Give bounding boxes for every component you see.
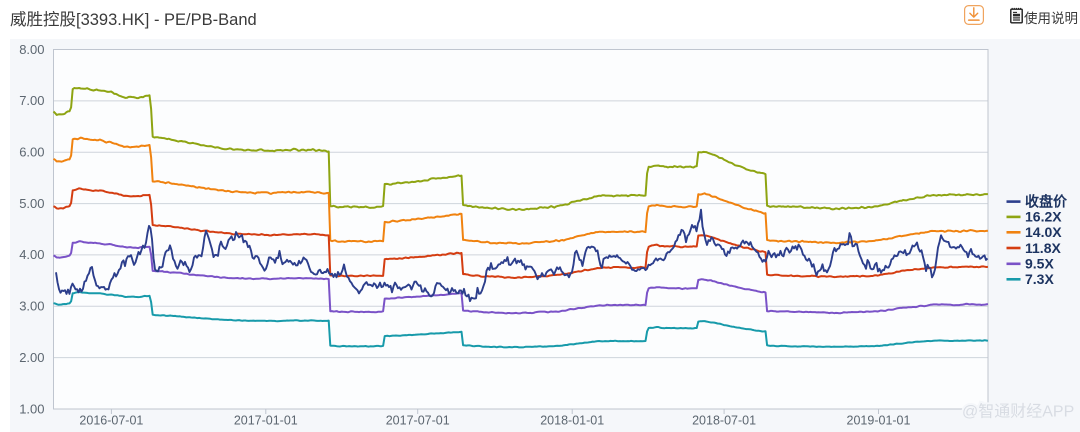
svg-text:@智通财经APP: @智通财经APP — [962, 403, 1074, 421]
svg-text:11.8X: 11.8X — [1025, 240, 1061, 256]
svg-text:9.5X: 9.5X — [1025, 256, 1054, 272]
svg-text:7.00: 7.00 — [19, 93, 44, 108]
svg-text:4.00: 4.00 — [19, 247, 44, 262]
svg-text:2.00: 2.00 — [19, 350, 44, 365]
svg-text:8.00: 8.00 — [19, 42, 44, 57]
svg-text:2018-07-01: 2018-07-01 — [692, 414, 756, 428]
svg-text:@智通财经APP: @智通财经APP — [962, 403, 1074, 421]
svg-text:2017-07-01: 2017-07-01 — [386, 414, 450, 428]
svg-text:6.00: 6.00 — [19, 145, 44, 160]
svg-text:2019-01-01: 2019-01-01 — [847, 414, 911, 428]
svg-text:5.00: 5.00 — [19, 196, 44, 211]
svg-text:7.3X: 7.3X — [1025, 271, 1054, 287]
svg-text:2017-01-01: 2017-01-01 — [234, 414, 298, 428]
svg-text:14.0X: 14.0X — [1025, 224, 1062, 240]
svg-text:16.2X: 16.2X — [1025, 209, 1062, 225]
svg-text:2018-01-01: 2018-01-01 — [540, 414, 604, 428]
svg-text:2016-07-01: 2016-07-01 — [79, 414, 143, 428]
svg-text:收盘价: 收盘价 — [1025, 193, 1068, 209]
svg-text:1.00: 1.00 — [19, 401, 44, 416]
svg-text:3.00: 3.00 — [19, 299, 44, 314]
